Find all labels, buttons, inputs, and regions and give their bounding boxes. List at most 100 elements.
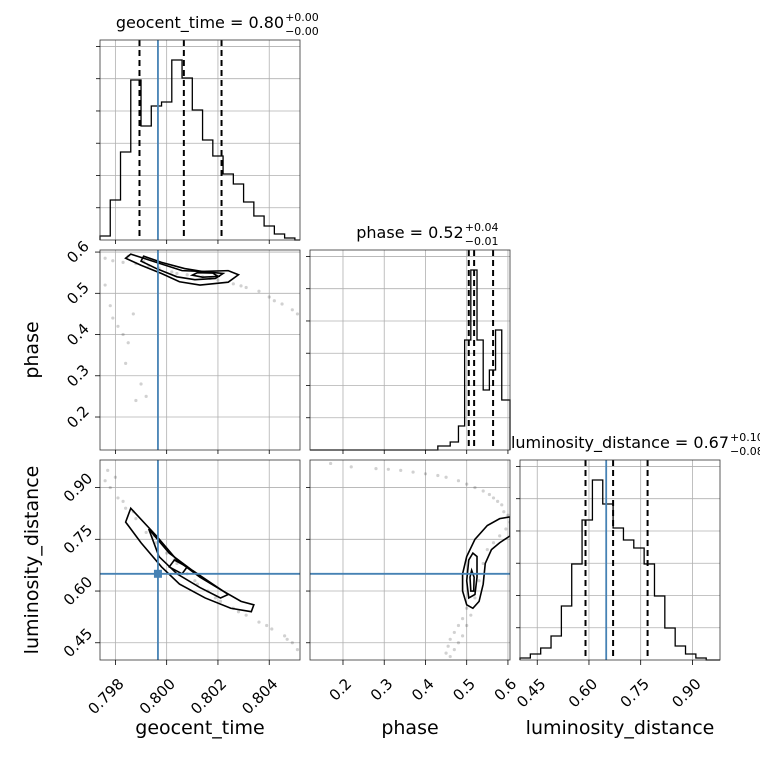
sample-point <box>290 308 294 312</box>
contour-level-0 <box>124 506 255 613</box>
sample-point <box>436 473 440 478</box>
y-tick-label-phase: 0.4 <box>63 320 93 350</box>
x-tick-label-phase: 0.3 <box>367 675 397 705</box>
sample-point <box>144 394 148 398</box>
panel-phase-luminosity_distance <box>310 461 510 659</box>
sample-point <box>491 496 496 500</box>
sample-point <box>491 541 496 545</box>
title-sup-luminosity_distance: +0.10 <box>730 431 760 444</box>
sample-point <box>460 617 465 621</box>
sample-point <box>213 596 217 600</box>
x-tick-label-geocent_time: 0.802 <box>187 675 230 718</box>
panel-frame <box>309 459 511 661</box>
contour-level-0 <box>124 253 241 286</box>
histogram-luminosity_distance <box>519 479 720 661</box>
sample-point <box>267 295 271 299</box>
x-tick-label-geocent_time: 0.798 <box>85 675 128 718</box>
sample-point <box>465 623 469 628</box>
sample-point <box>134 398 138 403</box>
sample-point <box>108 304 112 308</box>
y-tick-label-luminosity_distance: 0.90 <box>60 469 96 505</box>
panel-geocent_time-phase <box>103 250 300 450</box>
sample-point <box>411 470 415 474</box>
sample-point <box>496 499 500 503</box>
sample-point <box>498 534 502 538</box>
y-tick-label-phase: 0.6 <box>63 237 93 267</box>
sample-point <box>239 284 243 288</box>
sample-point <box>170 270 174 274</box>
sample-point <box>231 282 235 286</box>
sample-point <box>452 630 456 635</box>
sample-point <box>175 271 179 276</box>
panel-frame <box>99 39 301 241</box>
x-tick-label-luminosity_distance: 0.90 <box>668 675 704 711</box>
y-tick-label-phase: 0.2 <box>63 402 93 432</box>
histogram-geocent_time <box>99 59 300 241</box>
sample-point <box>244 285 248 290</box>
sample-point <box>504 527 508 531</box>
x-tick-label-phase: 0.5 <box>449 675 479 705</box>
sample-point <box>257 620 261 624</box>
contour-level-1 <box>465 551 478 600</box>
sample-point <box>290 641 294 645</box>
sample-point <box>108 485 112 490</box>
sample-point <box>452 648 456 652</box>
sample-point <box>131 312 135 316</box>
sample-point <box>139 382 143 386</box>
title-sub-luminosity_distance: −0.08 <box>730 445 760 458</box>
label-layer: geocent_time = 0.80 +0.00−0.00 phase = 0.5… <box>21 11 760 739</box>
sample-point <box>465 606 469 610</box>
sample-point <box>481 489 485 493</box>
sample-point <box>295 648 300 652</box>
sample-point <box>270 627 274 631</box>
panel-frame <box>99 249 301 451</box>
sample-point <box>134 517 138 521</box>
sample-point <box>257 289 261 293</box>
sample-point <box>144 530 148 535</box>
sample-point <box>295 312 300 316</box>
x-tick-label-luminosity_distance: 0.60 <box>565 675 601 711</box>
sample-point <box>456 479 461 483</box>
sample-point <box>280 302 284 306</box>
sample-point <box>487 492 491 497</box>
title-luminosity_distance: luminosity_distance = 0.67 <box>511 433 729 453</box>
content-layer <box>99 40 720 661</box>
sample-point <box>485 548 489 552</box>
sample-point <box>465 482 469 486</box>
x-tick-label-geocent_time: 0.804 <box>238 675 281 718</box>
truth-marker <box>153 569 162 578</box>
y-tick-label-phase: 0.5 <box>63 278 93 308</box>
panel-frame <box>519 459 721 661</box>
sample-point <box>113 475 117 479</box>
y-axis-label-phase: phase <box>21 321 43 378</box>
contour-level-0 <box>461 516 510 610</box>
sample-point <box>448 637 452 641</box>
sample-point <box>185 273 189 277</box>
sample-point <box>473 485 477 490</box>
title-sub-phase: −0.01 <box>465 235 499 248</box>
x-tick-label-luminosity_distance: 0.75 <box>617 675 653 711</box>
sample-point <box>444 651 448 655</box>
x-tick-label-phase: 0.4 <box>408 675 438 705</box>
x-axis-label-phase: phase <box>381 717 438 739</box>
sample-point <box>218 599 223 603</box>
y-axis-label-luminosity_distance: luminosity_distance <box>21 466 43 655</box>
sample-point <box>121 499 125 503</box>
sample-point <box>216 278 220 282</box>
sample-point <box>121 260 125 264</box>
sample-point <box>236 610 241 614</box>
sample-point <box>448 654 452 659</box>
sample-point <box>399 468 403 472</box>
x-axis-label-luminosity_distance: luminosity_distance <box>526 717 715 739</box>
title-geocent_time: geocent_time = 0.80 <box>116 13 284 33</box>
sample-point <box>481 561 485 566</box>
sample-point <box>165 551 169 555</box>
sample-point <box>116 324 120 328</box>
sample-point <box>111 259 115 263</box>
contour-level-2 <box>168 558 189 575</box>
sample-point <box>106 468 110 472</box>
title-sub-geocent_time: −0.00 <box>285 25 319 38</box>
sample-point <box>193 579 197 583</box>
x-tick-label-phase: 0.2 <box>326 675 356 705</box>
sample-point <box>265 623 269 628</box>
